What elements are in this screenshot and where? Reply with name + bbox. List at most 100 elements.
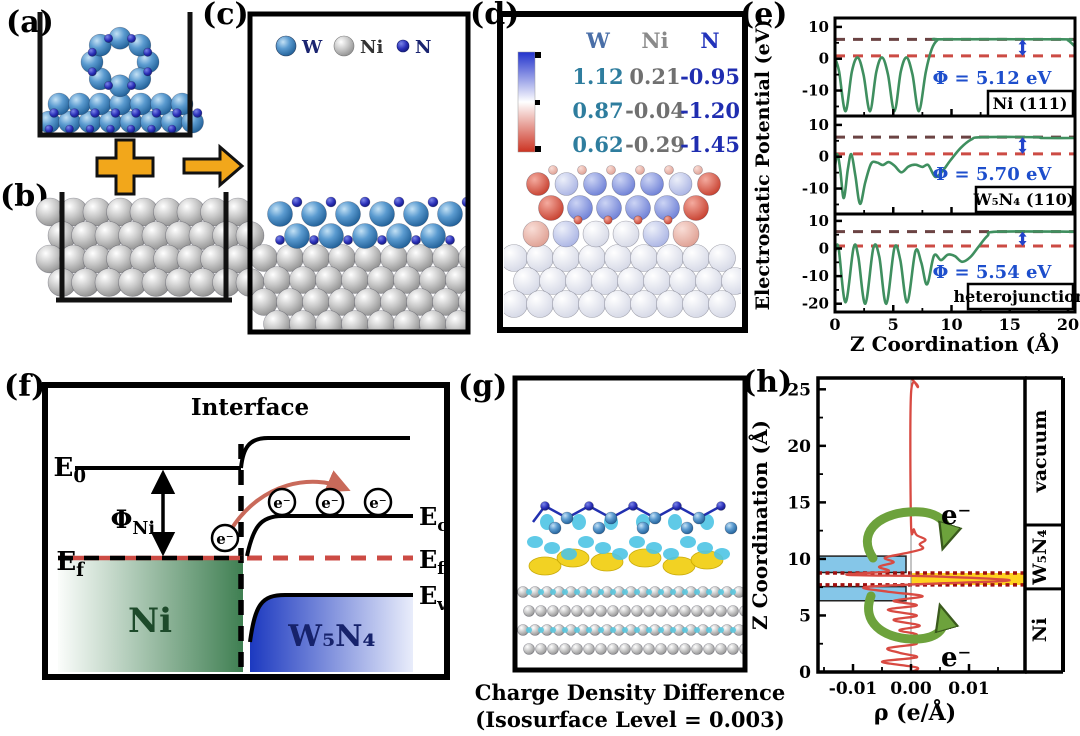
panel-a-bracket — [37, 12, 193, 138]
ni-atom-charge — [591, 267, 619, 295]
n-atom-charge — [664, 165, 674, 175]
n-atom-charge — [635, 165, 645, 175]
bader-cell: -1.45 — [680, 132, 740, 157]
n-atom — [584, 501, 594, 511]
n-atom — [172, 108, 182, 118]
w-atom — [386, 223, 412, 249]
ni-atom — [619, 643, 631, 655]
y-tick-label: 25 — [787, 380, 811, 400]
bader-cell: -0.29 — [625, 132, 685, 157]
interface-title: Interface — [191, 394, 309, 421]
isosurface-cyan — [714, 548, 730, 560]
n-atom — [87, 67, 97, 77]
ni-atom — [631, 605, 643, 617]
arrow-right-icon — [182, 143, 245, 189]
w5n4-material-label: W₅N₄ — [287, 619, 375, 654]
isosurface-cyan — [646, 627, 652, 633]
isosurface-cyan — [598, 589, 604, 595]
ni-atom — [655, 643, 667, 655]
y-tick-label: 5 — [799, 606, 811, 626]
ni-atom-charge — [682, 244, 710, 272]
colorbar-tick-mid — [535, 100, 540, 105]
isosurface-cyan — [706, 589, 712, 595]
ni-atom-charge — [656, 244, 684, 272]
arrow-head-down — [1018, 148, 1027, 154]
atom-charge — [552, 220, 580, 248]
ni-atom — [559, 605, 571, 617]
n-atom-charge — [693, 165, 703, 175]
bader-header-w: W — [585, 28, 610, 53]
ni-atom-charge — [617, 267, 645, 295]
bader-cell: -0.95 — [680, 64, 740, 89]
n-atom — [540, 501, 550, 511]
conduction-band — [245, 514, 413, 557]
plot-border — [816, 376, 1027, 674]
y-tick-label: 10 — [808, 18, 829, 36]
panel-label-f: (f) — [4, 369, 46, 404]
ni-atom — [445, 266, 466, 294]
n-atom — [85, 124, 95, 134]
n-atom — [445, 235, 455, 245]
y-tick-label: 0 — [819, 148, 829, 166]
w-atom — [692, 511, 706, 525]
atom-charge — [683, 195, 709, 221]
ni-atom — [727, 605, 739, 617]
w-atom-legend — [275, 35, 297, 57]
panel-g-structure: Charge Density Difference (Isosurface Le… — [475, 375, 785, 732]
y-tick-label: 10 — [787, 550, 811, 570]
atom-charge — [522, 220, 550, 248]
isosurface-cyan — [574, 589, 580, 595]
bader-header-n: N — [700, 28, 719, 53]
vacuum-level-right — [239, 436, 410, 469]
w-atom — [548, 521, 562, 535]
isosurface-cyan — [586, 627, 592, 633]
n-atom — [359, 196, 371, 208]
n-atom — [131, 108, 141, 118]
ni-atom — [667, 605, 679, 617]
panel-c-border — [247, 11, 471, 335]
n-atom — [126, 124, 136, 134]
n-atom-charge — [548, 165, 558, 175]
isosurface-cyan — [706, 627, 712, 633]
ni-atom-charge — [708, 290, 736, 318]
ni-atom — [523, 643, 535, 655]
ni-atom-charge — [695, 267, 723, 295]
subplot-label-hetero: heterojunction — [953, 287, 1080, 306]
n-atom — [147, 124, 156, 134]
n-atom — [325, 196, 337, 208]
electron-label: e⁻ — [216, 530, 233, 548]
n-atom — [716, 501, 726, 511]
phi-label-hetero: Φ = 5.54 eV — [933, 262, 1053, 283]
panel-label-h: (h) — [742, 365, 793, 400]
n-atom — [126, 81, 136, 91]
atom-charge — [538, 195, 564, 221]
isosurface-cyan — [622, 589, 628, 595]
w-atom — [680, 521, 694, 535]
n-atom — [309, 235, 319, 245]
ni-atom — [703, 643, 715, 655]
w-atom — [724, 521, 738, 535]
isosurface-cyan — [544, 542, 560, 554]
n-atom-charge — [577, 165, 587, 175]
isosurface-cyan — [527, 536, 543, 548]
arrow-head-up — [1018, 137, 1027, 143]
ni-atom-charge — [526, 244, 554, 272]
isosurface-cyan — [658, 627, 664, 633]
legend-label-n: N — [415, 37, 431, 58]
atom-charge — [642, 220, 670, 248]
y-tick-label: 0 — [819, 240, 829, 258]
region-label-w5n4: W₅N₄ — [1029, 529, 1051, 585]
bader-cell: 0.21 — [629, 64, 680, 89]
y-tick-label: -10 — [802, 82, 829, 100]
bader-cell: -1.20 — [680, 98, 740, 123]
ni-atom — [445, 310, 466, 330]
ni-atom — [607, 605, 619, 617]
subplot-label-ni111: Ni (111) — [993, 94, 1068, 113]
ni-atom — [523, 605, 535, 617]
potential-curve — [833, 230, 1076, 306]
isosurface-cyan — [622, 627, 628, 633]
ni-atom-charge — [604, 290, 632, 318]
isosurface-cyan — [586, 589, 592, 595]
x-tick-label: 0.01 — [948, 679, 989, 699]
isosurface-cyan — [562, 627, 568, 633]
